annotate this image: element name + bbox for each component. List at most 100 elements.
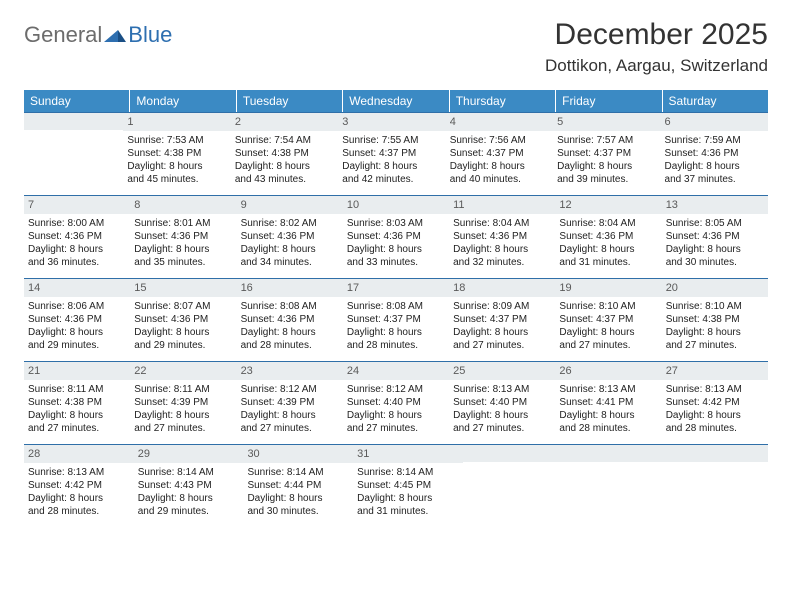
sunset-text: Sunset: 4:37 PM — [557, 147, 656, 160]
day-cell: 28Sunrise: 8:13 AMSunset: 4:42 PMDayligh… — [24, 445, 134, 527]
day-number: 30 — [243, 445, 353, 463]
sunrise-text: Sunrise: 7:59 AM — [665, 134, 764, 147]
day-number: 22 — [130, 362, 236, 380]
day-number: 7 — [24, 196, 130, 214]
daylight-text: Daylight: 8 hours — [665, 160, 764, 173]
daylight-text: and 27 minutes. — [453, 339, 551, 352]
empty-day-cell — [463, 445, 565, 527]
sunrise-text: Sunrise: 7:54 AM — [235, 134, 334, 147]
daylight-text: and 36 minutes. — [28, 256, 126, 269]
sunset-text: Sunset: 4:36 PM — [241, 313, 339, 326]
sunset-text: Sunset: 4:37 PM — [559, 313, 657, 326]
daylight-text: and 33 minutes. — [347, 256, 445, 269]
day-cell: 15Sunrise: 8:07 AMSunset: 4:36 PMDayligh… — [130, 279, 236, 361]
day-number: 9 — [237, 196, 343, 214]
week-row: 1Sunrise: 7:53 AMSunset: 4:38 PMDaylight… — [24, 112, 768, 195]
day-number: 12 — [555, 196, 661, 214]
daylight-text: and 40 minutes. — [450, 173, 549, 186]
sunrise-text: Sunrise: 8:14 AM — [138, 466, 240, 479]
day-number: 2 — [231, 113, 338, 131]
daylight-text: and 35 minutes. — [134, 256, 232, 269]
day-number: 15 — [130, 279, 236, 297]
day-cell: 9Sunrise: 8:02 AMSunset: 4:36 PMDaylight… — [237, 196, 343, 278]
daylight-text: and 45 minutes. — [127, 173, 226, 186]
day-cell: 27Sunrise: 8:13 AMSunset: 4:42 PMDayligh… — [662, 362, 768, 444]
daylight-text: and 30 minutes. — [666, 256, 764, 269]
daylight-text: Daylight: 8 hours — [28, 326, 126, 339]
location: Dottikon, Aargau, Switzerland — [545, 56, 768, 76]
logo-text-general: General — [24, 22, 102, 48]
sunset-text: Sunset: 4:36 PM — [453, 230, 551, 243]
sunset-text: Sunset: 4:36 PM — [134, 230, 232, 243]
day-number: 5 — [553, 113, 660, 131]
daylight-text: Daylight: 8 hours — [453, 326, 551, 339]
daylight-text: and 39 minutes. — [557, 173, 656, 186]
day-number: 19 — [555, 279, 661, 297]
empty-day-cell — [666, 445, 768, 527]
day-cell: 3Sunrise: 7:55 AMSunset: 4:37 PMDaylight… — [338, 113, 445, 195]
daylight-text: Daylight: 8 hours — [559, 326, 657, 339]
logo-mark-icon — [104, 26, 126, 44]
sunset-text: Sunset: 4:42 PM — [28, 479, 130, 492]
sunset-text: Sunset: 4:36 PM — [28, 313, 126, 326]
logo-text-blue: Blue — [128, 22, 172, 48]
day-number: 1 — [123, 113, 230, 131]
day-cell: 18Sunrise: 8:09 AMSunset: 4:37 PMDayligh… — [449, 279, 555, 361]
sunset-text: Sunset: 4:39 PM — [134, 396, 232, 409]
sunset-text: Sunset: 4:38 PM — [28, 396, 126, 409]
daylight-text: and 27 minutes. — [559, 339, 657, 352]
sunrise-text: Sunrise: 8:00 AM — [28, 217, 126, 230]
daylight-text: Daylight: 8 hours — [28, 243, 126, 256]
day-cell: 23Sunrise: 8:12 AMSunset: 4:39 PMDayligh… — [237, 362, 343, 444]
empty-day-cell — [24, 113, 123, 195]
logo: General Blue — [24, 18, 172, 48]
sunrise-text: Sunrise: 8:11 AM — [28, 383, 126, 396]
day-cell: 16Sunrise: 8:08 AMSunset: 4:36 PMDayligh… — [237, 279, 343, 361]
calendar: SundayMondayTuesdayWednesdayThursdayFrid… — [24, 90, 768, 527]
sunset-text: Sunset: 4:44 PM — [247, 479, 349, 492]
day-number: 29 — [134, 445, 244, 463]
daylight-text: and 43 minutes. — [235, 173, 334, 186]
day-cell: 10Sunrise: 8:03 AMSunset: 4:36 PMDayligh… — [343, 196, 449, 278]
sunrise-text: Sunrise: 8:04 AM — [559, 217, 657, 230]
sunrise-text: Sunrise: 8:12 AM — [241, 383, 339, 396]
daylight-text: Daylight: 8 hours — [347, 243, 445, 256]
daylight-text: Daylight: 8 hours — [557, 160, 656, 173]
sunset-text: Sunset: 4:36 PM — [134, 313, 232, 326]
daylight-text: and 28 minutes. — [559, 422, 657, 435]
daylight-text: and 27 minutes. — [666, 339, 764, 352]
day-number: 27 — [662, 362, 768, 380]
day-cell: 12Sunrise: 8:04 AMSunset: 4:36 PMDayligh… — [555, 196, 661, 278]
day-cell: 24Sunrise: 8:12 AMSunset: 4:40 PMDayligh… — [343, 362, 449, 444]
daylight-text: and 27 minutes. — [453, 422, 551, 435]
sunset-text: Sunset: 4:38 PM — [127, 147, 226, 160]
sunset-text: Sunset: 4:40 PM — [347, 396, 445, 409]
sunset-text: Sunset: 4:39 PM — [241, 396, 339, 409]
day-cell: 25Sunrise: 8:13 AMSunset: 4:40 PMDayligh… — [449, 362, 555, 444]
daylight-text: Daylight: 8 hours — [138, 492, 240, 505]
week-row: 7 Sunrise: 8:00 AM Sunset: 4:36 PM Daylight… — [24, 195, 768, 278]
daylight-text: Daylight: 8 hours — [127, 160, 226, 173]
daylight-text: and 29 minutes. — [28, 339, 126, 352]
daylight-text: and 31 minutes. — [559, 256, 657, 269]
day-number: 3 — [338, 113, 445, 131]
day-number: 17 — [343, 279, 449, 297]
weekday-header: Wednesday — [343, 90, 449, 112]
sunrise-text: Sunrise: 8:04 AM — [453, 217, 551, 230]
weekday-header: Sunday — [24, 90, 130, 112]
daylight-text: and 34 minutes. — [241, 256, 339, 269]
daylight-text: Daylight: 8 hours — [235, 160, 334, 173]
day-cell: 17Sunrise: 8:08 AMSunset: 4:37 PMDayligh… — [343, 279, 449, 361]
sunrise-text: Sunrise: 7:57 AM — [557, 134, 656, 147]
weekday-header: Saturday — [663, 90, 768, 112]
daylight-text: and 28 minutes. — [28, 505, 130, 518]
sunset-text: Sunset: 4:36 PM — [666, 230, 764, 243]
daylight-text: and 31 minutes. — [357, 505, 459, 518]
weekday-header: Friday — [556, 90, 662, 112]
daylight-text: and 27 minutes. — [347, 422, 445, 435]
day-number: 23 — [237, 362, 343, 380]
day-cell: 13Sunrise: 8:05 AMSunset: 4:36 PMDayligh… — [662, 196, 768, 278]
sunrise-text: Sunrise: 8:13 AM — [559, 383, 657, 396]
day-cell: 26Sunrise: 8:13 AMSunset: 4:41 PMDayligh… — [555, 362, 661, 444]
day-cell: 20Sunrise: 8:10 AMSunset: 4:38 PMDayligh… — [662, 279, 768, 361]
